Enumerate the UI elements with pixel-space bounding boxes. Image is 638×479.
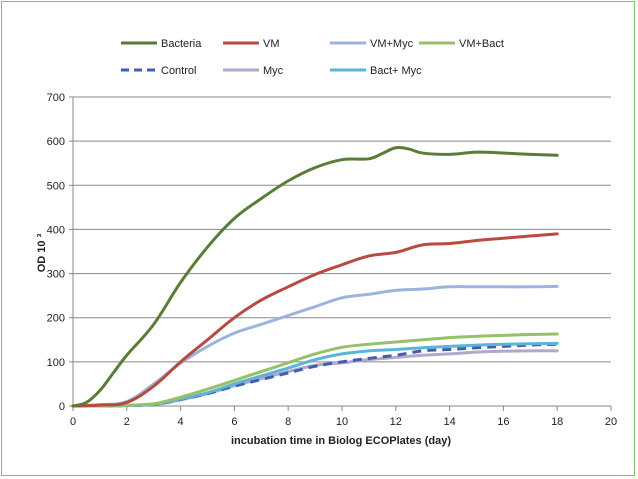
tick-labels: 0 100 200 300 400 500 600 700 0 2 4 6 8 10 12 14 16 18 20 [47,92,617,428]
x-tick-label: 8 [285,416,291,428]
legend-label: Control [161,65,196,77]
y-tick-label: 700 [47,92,65,104]
x-tick-label: 2 [124,416,130,428]
y-tick-label: 400 [47,224,65,236]
legend-label: Bact+ Myc [370,65,422,77]
series-line-bacteria [71,146,559,408]
legend-item-vm-myc: VM+Myc [330,38,414,50]
x-axis-title: incubation time in Biolog ECOPlates (day… [231,435,451,447]
x-tick-label: 20 [605,416,617,428]
series-lines [71,146,559,408]
y-axis-title: OD 10 ³ [36,233,48,272]
axes [69,96,612,411]
legend-label: Bacteria [161,38,202,50]
legend-label: VM [263,38,280,50]
x-tick-label: 14 [443,416,455,428]
series-line-vm-myc [71,284,559,408]
legend-item-vm-bact: VM+Bact [419,38,504,50]
x-tick-label: 16 [497,416,509,428]
y-tick-label: 500 [47,180,65,192]
legend-label: VM+Bact [459,38,504,50]
y-tick-label: 0 [59,401,65,413]
gridlines [73,96,611,363]
y-tick-label: 600 [47,136,65,148]
legend-item-myc: Myc [223,65,284,77]
series-line-vm [71,232,559,408]
x-tick-label: 6 [231,416,237,428]
x-tick-label: 10 [336,416,348,428]
x-tick-label: 0 [70,416,76,428]
legend: Bacteria VM VM+Myc VM+Bact Control Myc Bact+ M… [121,38,504,77]
y-tick-label: 300 [47,269,65,281]
y-tick-label: 200 [47,313,65,325]
legend-item-bact-myc: Bact+ Myc [330,65,422,77]
x-tick-label: 4 [178,416,184,428]
legend-item-control: Control [121,65,196,77]
series-line-vm-bact [71,332,559,408]
x-tick-label: 18 [551,416,563,428]
legend-item-bacteria: Bacteria [121,38,202,50]
x-tick-label: 12 [390,416,402,428]
legend-label: VM+Myc [370,38,414,50]
legend-item-vm: VM [223,38,280,50]
legend-label: Myc [263,65,284,77]
y-tick-label: 100 [47,357,65,369]
